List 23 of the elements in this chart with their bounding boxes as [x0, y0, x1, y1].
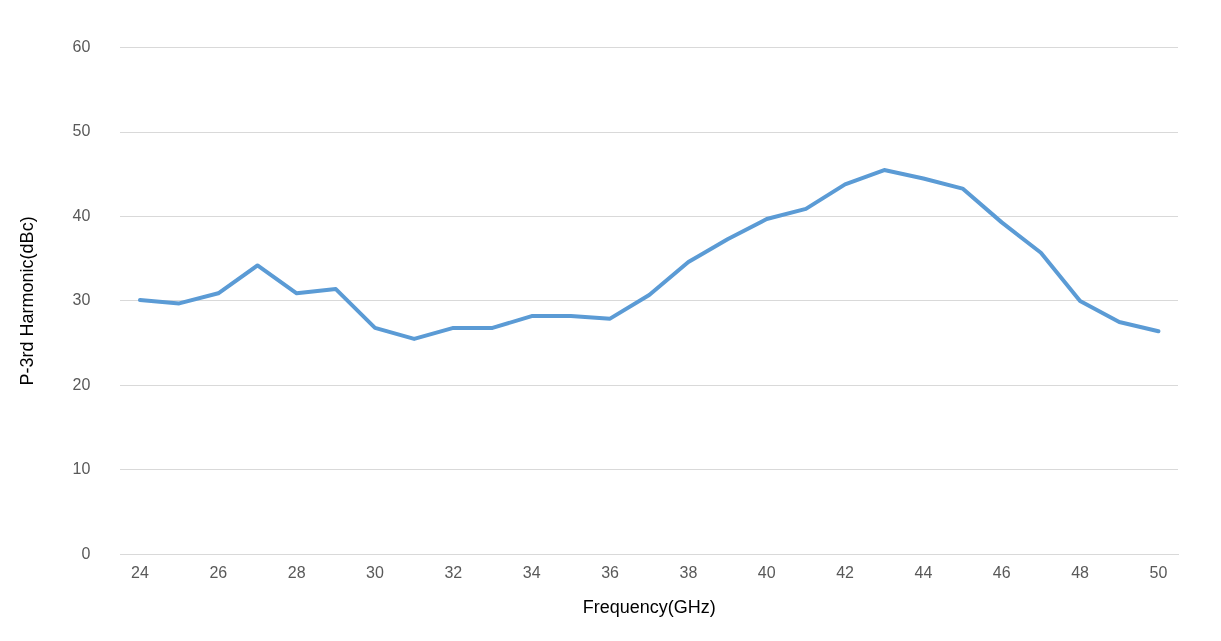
y-tick-label: 40 — [72, 206, 91, 224]
y-tick-label: 0 — [81, 544, 91, 562]
x-tick-label: 48 — [1071, 564, 1090, 582]
x-tick-label: 30 — [366, 564, 385, 582]
x-axis-title: Frequency(GHz) — [582, 597, 716, 618]
x-tick-label: 26 — [209, 564, 228, 582]
x-tick-label: 32 — [444, 564, 463, 582]
y-tick-label: 30 — [72, 291, 91, 309]
x-tick-label: 28 — [287, 564, 306, 582]
y-tick-label: 20 — [72, 375, 91, 393]
x-tick-label: 40 — [757, 564, 776, 582]
x-tick-label: 46 — [992, 564, 1011, 582]
x-tick-label: 50 — [1149, 564, 1168, 582]
x-tick-label: 24 — [131, 564, 149, 582]
y-tick-label: 50 — [72, 122, 91, 140]
y-axis-title: P-3rd Harmonic(dBc) — [16, 216, 37, 386]
x-tick-label: 36 — [601, 564, 620, 582]
x-tick-label: 44 — [914, 564, 933, 582]
x-tick-label: 42 — [836, 564, 855, 582]
x-tick-label: 38 — [679, 564, 698, 582]
y-tick-label: 10 — [72, 460, 91, 478]
y-tick-label: 60 — [72, 38, 91, 56]
x-tick-label: 34 — [522, 564, 541, 582]
